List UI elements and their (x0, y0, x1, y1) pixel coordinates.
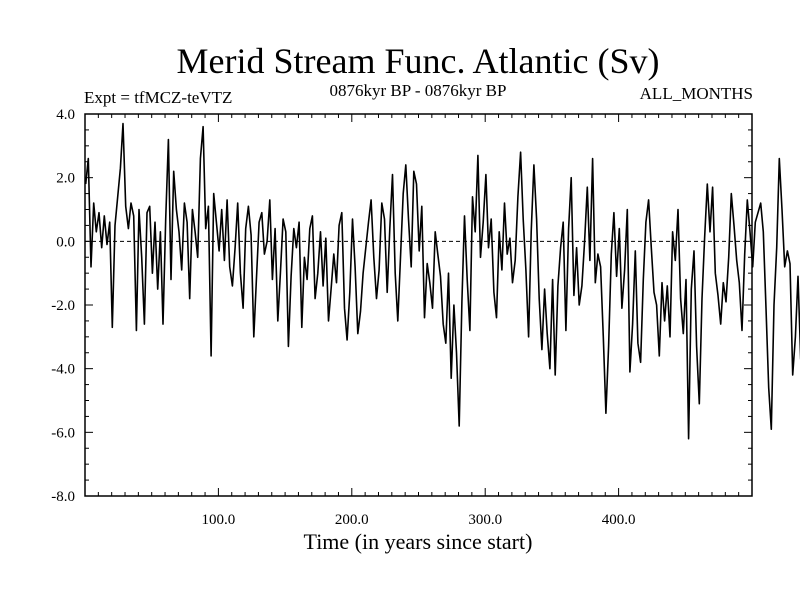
y-tick-label: 4.0 (56, 107, 75, 123)
y-tick-label: -4.0 (51, 362, 75, 378)
plot-frame (84, 113, 753, 497)
chart-title: Merid Stream Func. Atlantic (Sv) (177, 41, 660, 81)
y-tick-label: -6.0 (51, 425, 75, 441)
x-tick-label: 400.0 (602, 512, 636, 528)
series-line (84, 122, 800, 440)
x-tick-label: 300.0 (468, 512, 502, 528)
x-tick-label: 200.0 (335, 512, 369, 528)
y-tick-label: 0.0 (56, 234, 75, 250)
months-label: ALL_MONTHS (640, 84, 753, 103)
x-tick-label: 100.0 (202, 512, 236, 528)
y-tick-label: 2.0 (56, 171, 75, 187)
x-axis-label: Time (in years since start) (304, 529, 533, 554)
y-tick-label: -2.0 (51, 298, 75, 314)
period-label: 0876kyr BP - 0876kyr BP (330, 81, 507, 100)
y-tick-label: -8.0 (51, 489, 75, 505)
experiment-label: Expt = tfMCZ-teVTZ (84, 88, 232, 107)
axis-ticks: 4.0 2.0 0.0 -2.0 -4.0 -6.0 -8.0 100.0 200.0 300.0… (51, 107, 753, 528)
